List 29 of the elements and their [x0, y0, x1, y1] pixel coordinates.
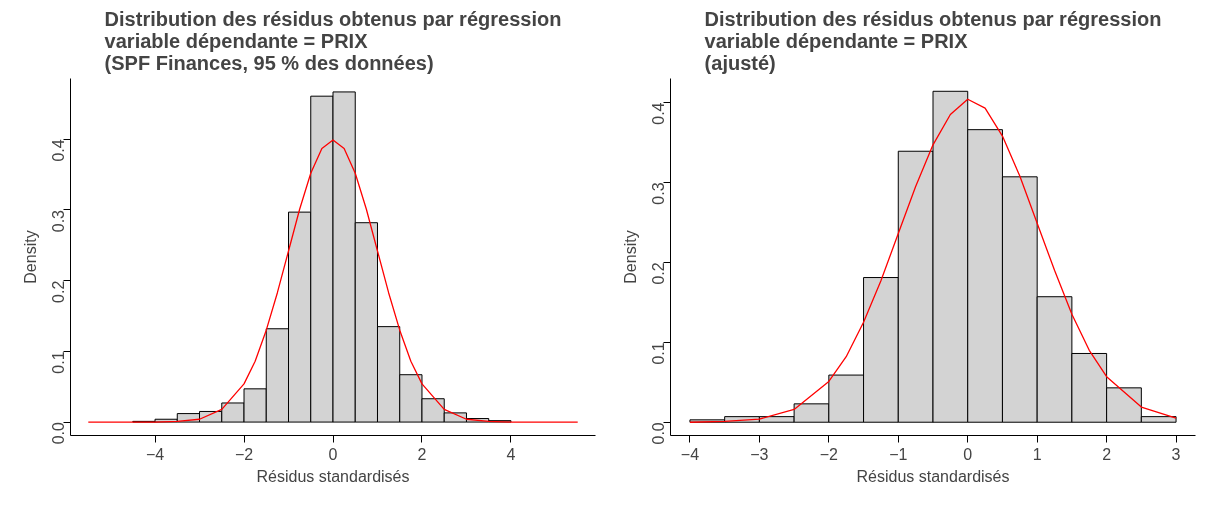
- x-tick-label: −4: [680, 445, 700, 463]
- y-tick-label: 0.2: [650, 262, 668, 285]
- y-tick-label: 0.4: [650, 102, 668, 125]
- y-tick-label: 0.0: [650, 422, 668, 445]
- x-tick-label: −4: [145, 445, 165, 463]
- x-axis-title: Résidus standardisés: [256, 467, 410, 485]
- chart-title: Distribution des résidus obtenus par régression variable dépendante = PRIX (SPF Finances, 95 % des données): [104, 7, 562, 74]
- y-tick-label: 0.4: [50, 139, 68, 162]
- x-tick-label: 1: [1032, 445, 1042, 463]
- x-tick-label: 4: [506, 445, 516, 463]
- x-tick-label: −2: [819, 445, 839, 463]
- x-tick-label: −2: [234, 445, 254, 463]
- y-tick-label: 0.2: [50, 280, 68, 303]
- y-tick-label: 0.3: [50, 209, 68, 233]
- y-tick-label: 0.3: [650, 182, 668, 205]
- y-axis-title: Density: [21, 230, 39, 284]
- x-tick-label: 2: [1102, 445, 1112, 463]
- x-tick-label: 0: [963, 445, 973, 463]
- x-tick-label: −1: [889, 445, 908, 463]
- x-tick-label: 3: [1171, 445, 1181, 463]
- y-axis-title: Density: [621, 230, 639, 284]
- y-tick-label: 0.1: [650, 342, 668, 365]
- y-tick-label: 0.0: [50, 421, 68, 445]
- chart-title: Distribution des résidus obtenus par régression variable dépendante = PRIX (ajusté): [704, 7, 1162, 74]
- y-tick-label: 0.1: [50, 351, 68, 374]
- x-tick-label: 0: [328, 445, 338, 463]
- x-tick-label: −3: [750, 445, 769, 463]
- x-tick-label: 2: [417, 445, 427, 463]
- x-axis-title: Résidus standardisés: [856, 467, 1010, 485]
